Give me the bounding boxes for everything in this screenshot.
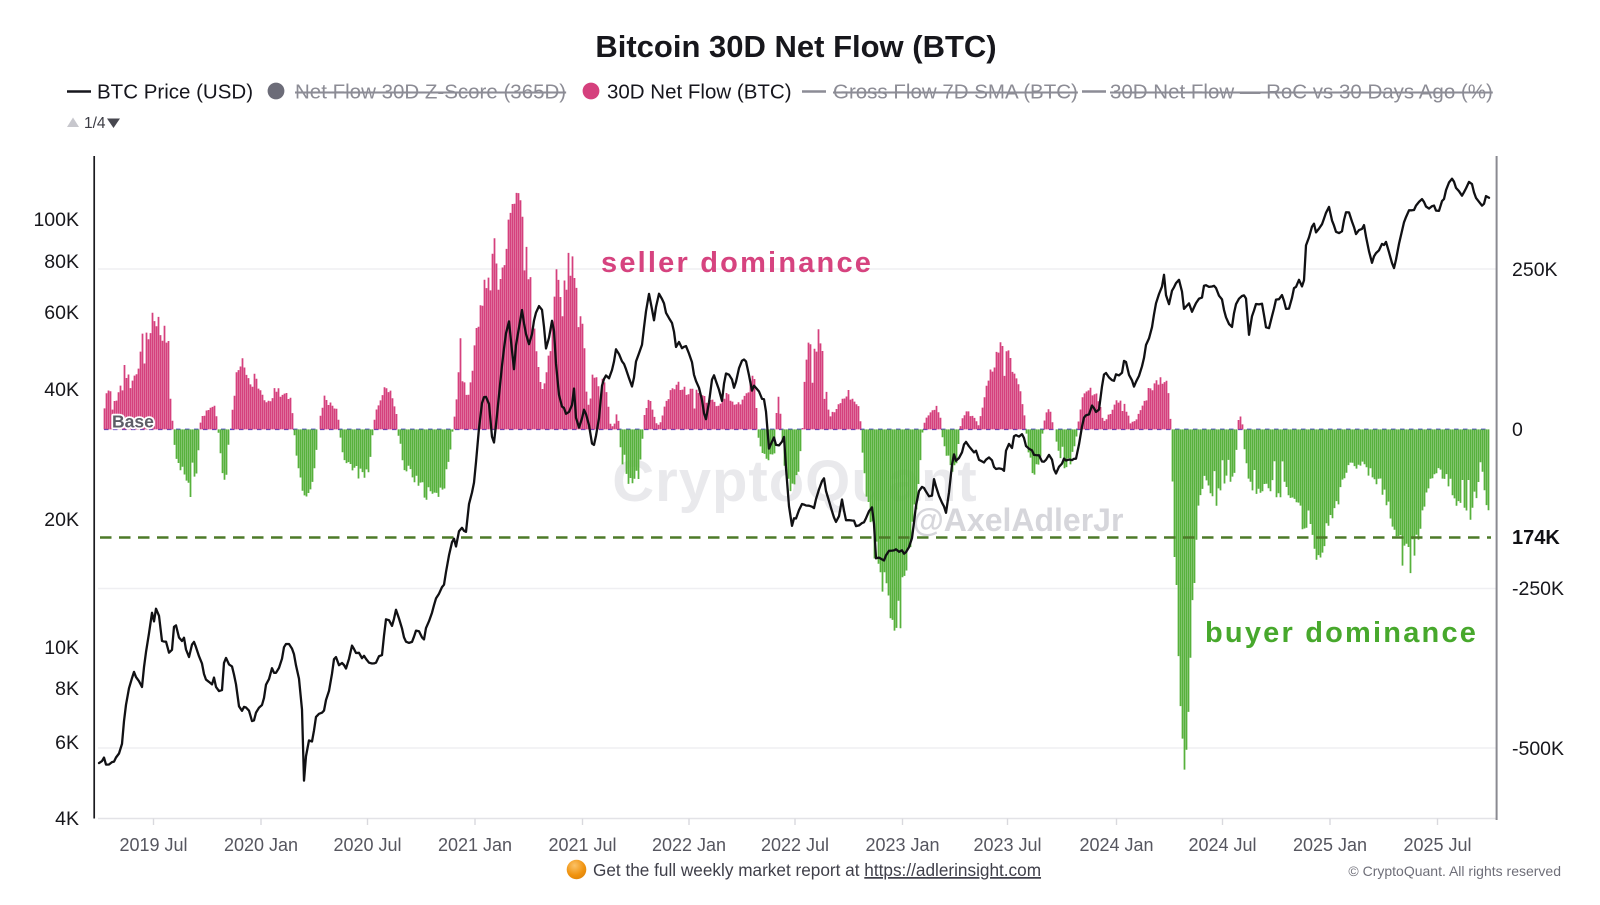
- svg-text:BTC Price (USD): BTC Price (USD): [97, 81, 253, 104]
- svg-text:2019 Jul: 2019 Jul: [119, 835, 187, 855]
- svg-text:2020 Jan: 2020 Jan: [224, 835, 298, 855]
- svg-text:60K: 60K: [44, 302, 79, 324]
- svg-text:buyer dominance: buyer dominance: [1205, 617, 1478, 649]
- svg-text:Bitcoin 30D Net Flow (BTC): Bitcoin 30D Net Flow (BTC): [595, 29, 996, 64]
- svg-text:2023 Jan: 2023 Jan: [865, 835, 939, 855]
- svg-text:250K: 250K: [1512, 259, 1558, 281]
- svg-text:Net Flow 30D Z-Score (365D): Net Flow 30D Z-Score (365D): [295, 81, 566, 104]
- svg-text:2020 Jul: 2020 Jul: [333, 835, 401, 855]
- svg-text:30D Net Flow (BTC): 30D Net Flow (BTC): [607, 81, 792, 104]
- svg-text:2024 Jul: 2024 Jul: [1188, 835, 1256, 855]
- svg-text:0: 0: [1512, 419, 1523, 441]
- svg-text:30D Net Flow — RoC vs 30 Days: 30D Net Flow — RoC vs 30 Days Ago (%): [1110, 81, 1493, 104]
- svg-text:1/4: 1/4: [84, 115, 106, 132]
- svg-text:4K: 4K: [55, 808, 79, 830]
- svg-text:© CryptoQuant. All rights rese: © CryptoQuant. All rights reserved: [1348, 863, 1561, 879]
- svg-text:Base: Base: [112, 412, 154, 432]
- svg-text:2021 Jul: 2021 Jul: [548, 835, 616, 855]
- svg-text:8K: 8K: [55, 678, 79, 700]
- svg-text:2024 Jan: 2024 Jan: [1079, 835, 1153, 855]
- svg-text:2025 Jul: 2025 Jul: [1403, 835, 1471, 855]
- svg-text:seller dominance: seller dominance: [601, 247, 873, 279]
- svg-text:174K: 174K: [1512, 527, 1560, 549]
- svg-text:-250K: -250K: [1512, 578, 1564, 600]
- svg-text:20K: 20K: [44, 509, 79, 531]
- svg-text:2022 Jan: 2022 Jan: [652, 835, 726, 855]
- svg-text:100K: 100K: [33, 209, 79, 231]
- svg-text:2021 Jan: 2021 Jan: [438, 835, 512, 855]
- svg-text:2023 Jul: 2023 Jul: [973, 835, 1041, 855]
- svg-text:40K: 40K: [44, 379, 79, 401]
- svg-text:6K: 6K: [55, 732, 79, 754]
- svg-text:-500K: -500K: [1512, 738, 1564, 760]
- svg-text:80K: 80K: [44, 251, 79, 273]
- svg-text:2025 Jan: 2025 Jan: [1293, 835, 1367, 855]
- svg-text:Gross Flow 7D SMA (BTC): Gross Flow 7D SMA (BTC): [833, 81, 1078, 104]
- svg-text:Get the full weekly market rep: Get the full weekly market report at htt…: [593, 860, 1041, 880]
- svg-text:2022 Jul: 2022 Jul: [761, 835, 829, 855]
- svg-text:10K: 10K: [44, 637, 79, 659]
